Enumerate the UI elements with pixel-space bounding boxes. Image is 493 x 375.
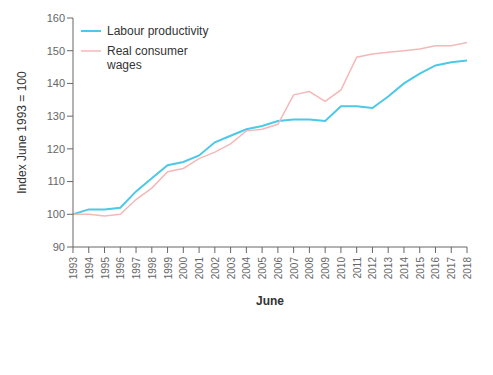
svg-text:2009: 2009 xyxy=(320,257,331,280)
svg-text:June: June xyxy=(256,294,284,308)
svg-text:1998: 1998 xyxy=(147,257,158,280)
svg-text:2012: 2012 xyxy=(367,257,378,280)
svg-text:Index June 1993 = 100: Index June 1993 = 100 xyxy=(15,71,29,194)
svg-text:2017: 2017 xyxy=(446,257,457,280)
svg-text:2016: 2016 xyxy=(430,257,441,280)
svg-text:1996: 1996 xyxy=(115,257,126,280)
svg-text:2018: 2018 xyxy=(462,257,473,280)
svg-text:2007: 2007 xyxy=(289,257,300,280)
svg-text:90: 90 xyxy=(53,241,65,253)
svg-text:150: 150 xyxy=(47,45,65,57)
svg-text:100: 100 xyxy=(47,208,65,220)
svg-text:160: 160 xyxy=(47,12,65,24)
svg-text:1997: 1997 xyxy=(131,257,142,280)
svg-text:2014: 2014 xyxy=(399,257,410,280)
svg-text:1994: 1994 xyxy=(84,257,95,280)
svg-text:1999: 1999 xyxy=(163,257,174,280)
svg-text:130: 130 xyxy=(47,110,65,122)
svg-text:110: 110 xyxy=(47,175,65,187)
svg-text:2010: 2010 xyxy=(336,257,347,280)
svg-text:140: 140 xyxy=(47,77,65,89)
svg-text:2002: 2002 xyxy=(210,257,221,280)
svg-text:1995: 1995 xyxy=(100,257,111,280)
svg-text:2004: 2004 xyxy=(241,257,252,280)
html-text:Labour productivity: Labour productivity xyxy=(107,24,209,38)
svg-text:2013: 2013 xyxy=(383,257,394,280)
svg-text:2000: 2000 xyxy=(178,257,189,280)
svg-text:1993: 1993 xyxy=(68,257,79,280)
svg-text:2015: 2015 xyxy=(415,257,426,280)
svg-text:2005: 2005 xyxy=(257,257,268,280)
svg-text:2011: 2011 xyxy=(352,257,363,279)
svg-text:120: 120 xyxy=(47,143,65,155)
svg-text:2003: 2003 xyxy=(226,257,237,280)
svg-text:2006: 2006 xyxy=(273,257,284,280)
html-text:Real consumer wages: Real consumer wages xyxy=(107,44,188,72)
svg-text:2008: 2008 xyxy=(304,257,315,280)
svg-text:2001: 2001 xyxy=(194,257,205,280)
